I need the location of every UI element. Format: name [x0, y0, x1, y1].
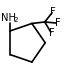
Text: F: F	[50, 7, 56, 17]
Text: F: F	[55, 18, 61, 28]
Text: NH: NH	[1, 13, 16, 23]
Text: F: F	[49, 28, 55, 38]
Text: 2: 2	[13, 17, 18, 23]
